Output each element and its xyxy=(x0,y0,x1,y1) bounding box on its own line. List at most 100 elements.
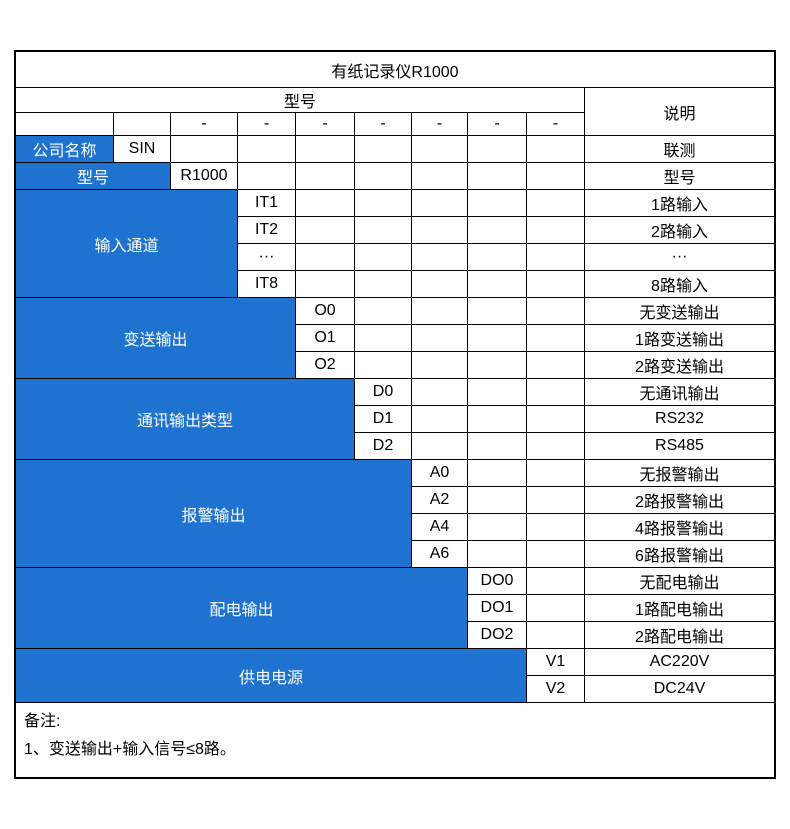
empty-cell xyxy=(412,352,467,378)
group-label-cell: 报警输出 xyxy=(16,460,411,567)
empty-cell xyxy=(355,163,411,189)
code-cell: D0 xyxy=(355,379,411,405)
group-label-cell: 变送输出 xyxy=(16,298,295,378)
empty-cell xyxy=(412,325,467,351)
empty-cell xyxy=(527,514,584,540)
empty-cell xyxy=(412,190,467,216)
code-cell: A6 xyxy=(412,541,467,567)
code-cell: O0 xyxy=(296,298,354,324)
empty-cell xyxy=(468,433,526,459)
empty-cell xyxy=(468,460,526,486)
empty-cell xyxy=(527,568,584,594)
desc-cell: DC24V xyxy=(585,676,774,702)
dash-cell: - xyxy=(238,113,295,135)
desc-cell: 6路报警输出 xyxy=(585,541,774,567)
empty-cell xyxy=(355,217,411,243)
code-cell: V2 xyxy=(527,676,584,702)
desc-cell: 无变送输出 xyxy=(585,298,774,324)
code-cell: SIN xyxy=(114,136,170,162)
description-column-header: 说明 xyxy=(585,88,774,135)
empty-cell xyxy=(355,352,411,378)
empty-cell xyxy=(412,244,467,270)
desc-cell: AC220V xyxy=(585,649,774,675)
desc-cell: RS485 xyxy=(585,433,774,459)
empty-cell xyxy=(296,136,354,162)
group-label-cell: 型号 xyxy=(16,163,170,189)
remark-cell: 备注: 1、变送输出+输入信号≤8路。 xyxy=(16,703,774,777)
code-cell: R1000 xyxy=(171,163,237,189)
empty-cell xyxy=(355,298,411,324)
empty-cell xyxy=(468,325,526,351)
empty-cell xyxy=(527,217,584,243)
empty-cell xyxy=(527,460,584,486)
empty-cell xyxy=(527,271,584,297)
empty-cell xyxy=(527,244,584,270)
code-cell: A2 xyxy=(412,487,467,513)
desc-cell: 1路变送输出 xyxy=(585,325,774,351)
empty-cell xyxy=(296,271,354,297)
empty-cell xyxy=(527,379,584,405)
remark-note-1: 1、变送输出+输入信号≤8路。 xyxy=(24,741,236,758)
product-spec-table: 有纸记录仪R1000 型号 说明 备注: 1、变送输出+输入信号≤8路。 ---… xyxy=(14,50,776,779)
empty-cell xyxy=(238,136,295,162)
code-cell: IT8 xyxy=(238,271,295,297)
empty-cell xyxy=(527,136,584,162)
empty-cell xyxy=(527,325,584,351)
empty-cell xyxy=(296,190,354,216)
desc-cell: 1路输入 xyxy=(585,190,774,216)
empty-cell xyxy=(468,163,526,189)
empty-cell xyxy=(468,379,526,405)
desc-cell: 2路输入 xyxy=(585,217,774,243)
empty-cell xyxy=(527,163,584,189)
empty-cell xyxy=(412,271,467,297)
empty-cell xyxy=(468,487,526,513)
code-cell: DO2 xyxy=(468,622,526,648)
code-cell: DO0 xyxy=(468,568,526,594)
empty-cell xyxy=(527,406,584,432)
code-cell: IT2 xyxy=(238,217,295,243)
empty-cell xyxy=(296,244,354,270)
desc-cell: RS232 xyxy=(585,406,774,432)
desc-cell: 2路配电输出 xyxy=(585,622,774,648)
desc-cell: 2路变送输出 xyxy=(585,352,774,378)
empty-cell xyxy=(468,514,526,540)
empty-cell xyxy=(468,352,526,378)
code-cell: A0 xyxy=(412,460,467,486)
desc-cell: 无配电输出 xyxy=(585,568,774,594)
empty-cell xyxy=(296,217,354,243)
empty-cell xyxy=(412,217,467,243)
empty-cell xyxy=(412,379,467,405)
group-label-cell: 公司名称 xyxy=(16,136,113,162)
empty-cell xyxy=(468,136,526,162)
code-cell: D2 xyxy=(355,433,411,459)
empty-cell xyxy=(468,190,526,216)
empty-cell xyxy=(527,298,584,324)
dash-cell: - xyxy=(171,113,237,135)
empty-cell xyxy=(238,163,295,189)
code-cell: V1 xyxy=(527,649,584,675)
code-cell: O2 xyxy=(296,352,354,378)
code-cell: A4 xyxy=(412,514,467,540)
dash-cell: - xyxy=(468,113,526,135)
group-label-cell: 配电输出 xyxy=(16,568,467,648)
empty-cell xyxy=(171,136,237,162)
empty-cell xyxy=(527,595,584,621)
empty-cell xyxy=(412,136,467,162)
desc-cell: 2路报警输出 xyxy=(585,487,774,513)
code-cell: IT1 xyxy=(238,190,295,216)
dash-cell: - xyxy=(527,113,584,135)
empty-cell xyxy=(296,163,354,189)
dash-cell: - xyxy=(355,113,411,135)
table-title: 有纸记录仪R1000 xyxy=(16,52,774,87)
empty-cell xyxy=(468,244,526,270)
group-label-cell: 通讯输出类型 xyxy=(16,379,354,459)
empty-cell xyxy=(527,190,584,216)
empty-cell xyxy=(527,433,584,459)
desc-cell: 联测 xyxy=(585,136,774,162)
empty-cell xyxy=(527,622,584,648)
desc-cell: 型号 xyxy=(585,163,774,189)
empty-cell xyxy=(355,190,411,216)
model-column-header: 型号 xyxy=(16,88,584,112)
dash-cell: - xyxy=(412,113,467,135)
desc-cell: 4路报警输出 xyxy=(585,514,774,540)
